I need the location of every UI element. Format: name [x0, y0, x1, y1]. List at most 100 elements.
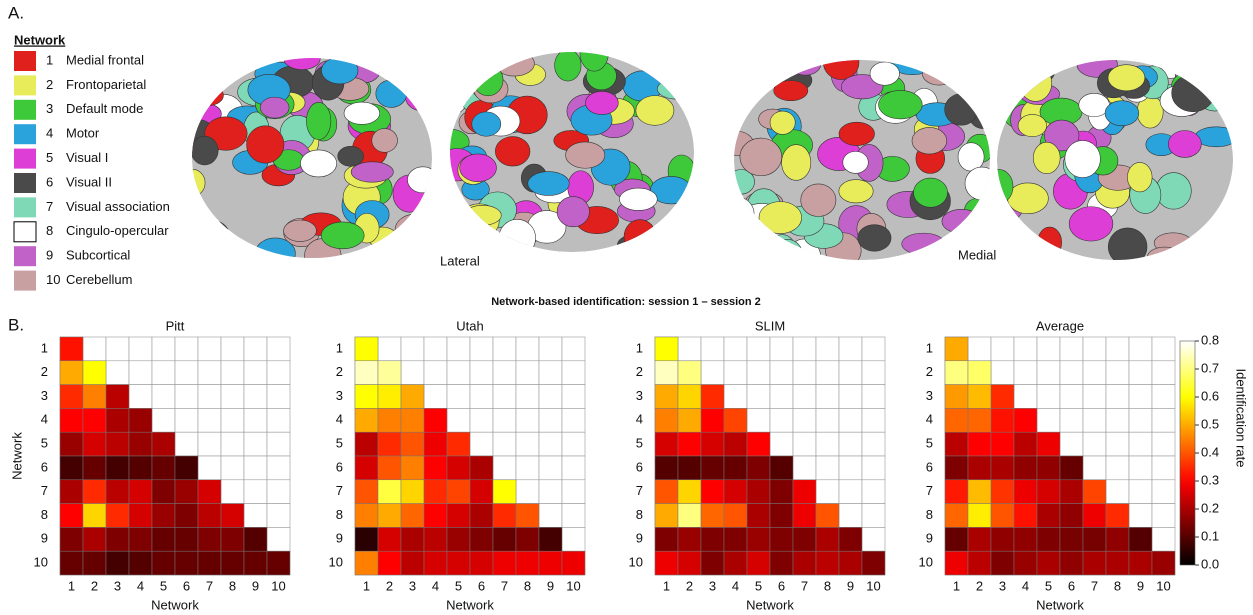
heat-cell — [747, 456, 770, 480]
heat-cell — [839, 551, 862, 575]
empty-cell — [1129, 432, 1152, 456]
heat-cell — [106, 456, 129, 480]
brain-parcel — [260, 97, 289, 118]
empty-cell — [968, 337, 991, 361]
empty-cell — [1014, 337, 1037, 361]
brain-parcel — [472, 112, 501, 136]
brain-parcel — [774, 81, 808, 101]
heat-cell — [129, 456, 152, 480]
brain-parcel — [740, 138, 782, 176]
colorbar-tick-label: 0.8 — [1201, 332, 1219, 347]
empty-cell — [1129, 408, 1152, 432]
y-tick-label: 8 — [926, 507, 933, 522]
x-tick-label: 10 — [1156, 578, 1170, 593]
empty-cell — [747, 337, 770, 361]
brain-parcel — [989, 225, 1032, 248]
y-tick-label: 2 — [41, 364, 48, 379]
heat-cell — [945, 504, 968, 528]
view-label: Lateral — [440, 253, 480, 268]
brain-parcel — [193, 237, 228, 269]
brain-parcel — [460, 154, 497, 182]
y-tick-label: 8 — [336, 507, 343, 522]
heat-cell — [1106, 504, 1129, 528]
brain-parcel — [801, 184, 836, 217]
legend-swatch — [14, 271, 36, 291]
brain-parcel — [1194, 64, 1234, 90]
empty-cell — [862, 480, 885, 504]
panel-label: A. — [8, 3, 24, 22]
heat-cell — [516, 504, 539, 528]
heat-cell — [770, 480, 793, 504]
empty-cell — [1129, 480, 1152, 504]
empty-cell — [175, 361, 198, 385]
x-tick-label: 1 — [663, 578, 670, 593]
brain-parcel — [675, 61, 708, 89]
heat-cell — [1014, 456, 1037, 480]
heat-cell — [355, 337, 378, 361]
x-tick-label: 5 — [755, 578, 762, 593]
y-tick-label: 5 — [926, 436, 933, 451]
y-tick-label: 3 — [41, 388, 48, 403]
y-tick-label: 7 — [636, 483, 643, 498]
empty-cell — [562, 456, 585, 480]
heat-cell — [378, 361, 401, 385]
x-tick-label: 2 — [686, 578, 693, 593]
brain-parcel — [965, 167, 999, 200]
y-tick-label: 4 — [336, 412, 343, 427]
heat-cell — [60, 456, 83, 480]
brain-parcel — [440, 88, 466, 114]
brain-parcel — [858, 225, 891, 252]
brain-parcel — [945, 94, 978, 126]
brain-parcel — [956, 60, 993, 95]
heat-cell — [1037, 504, 1060, 528]
brain-parcel — [1212, 74, 1250, 108]
heat-cell — [516, 551, 539, 575]
empty-cell — [1129, 337, 1152, 361]
heat-cell — [968, 361, 991, 385]
x-tick-label: 8 — [1114, 578, 1121, 593]
brain-parcel — [782, 145, 811, 181]
brain-parcel — [718, 214, 760, 248]
heat-cell — [401, 456, 424, 480]
heat-cell — [968, 385, 991, 409]
y-tick-label: 5 — [41, 436, 48, 451]
x-tick-label: 9 — [252, 578, 259, 593]
y-tick-label: 6 — [41, 459, 48, 474]
heat-cell — [60, 337, 83, 361]
heat-cell — [1106, 551, 1129, 575]
brain-parcel — [1108, 228, 1147, 266]
heat-cell — [152, 504, 175, 528]
y-tick-label: 1 — [336, 340, 343, 355]
heat-cell — [655, 480, 678, 504]
empty-cell — [516, 456, 539, 480]
empty-cell — [862, 504, 885, 528]
heat-cell — [1037, 480, 1060, 504]
brain-parcel — [495, 137, 530, 167]
brain-parcel — [657, 79, 696, 99]
legend-label: Visual II — [66, 174, 112, 189]
y-tick-label: 9 — [636, 531, 643, 546]
heat-cell — [493, 480, 516, 504]
brain-parcel — [636, 96, 674, 126]
x-tick-label: 6 — [183, 578, 190, 593]
empty-cell — [152, 337, 175, 361]
x-tick-label: 5 — [455, 578, 462, 593]
empty-cell — [244, 361, 267, 385]
heat-cell — [945, 527, 968, 551]
heat-cell — [862, 551, 885, 575]
heat-cell — [60, 480, 83, 504]
colorbar-tick-label: 0.5 — [1201, 416, 1219, 431]
legend-swatch — [14, 222, 36, 242]
heat-cell — [816, 504, 839, 528]
heat-cell — [83, 527, 106, 551]
x-tick-label: 5 — [1045, 578, 1052, 593]
heat-cell — [678, 527, 701, 551]
y-tick-label: 6 — [636, 459, 643, 474]
heat-cell — [770, 504, 793, 528]
heat-cell — [355, 551, 378, 575]
heat-cell — [378, 551, 401, 575]
empty-cell — [862, 337, 885, 361]
x-tick-label: 9 — [547, 578, 554, 593]
x-tick-label: 2 — [91, 578, 98, 593]
empty-cell — [539, 385, 562, 409]
